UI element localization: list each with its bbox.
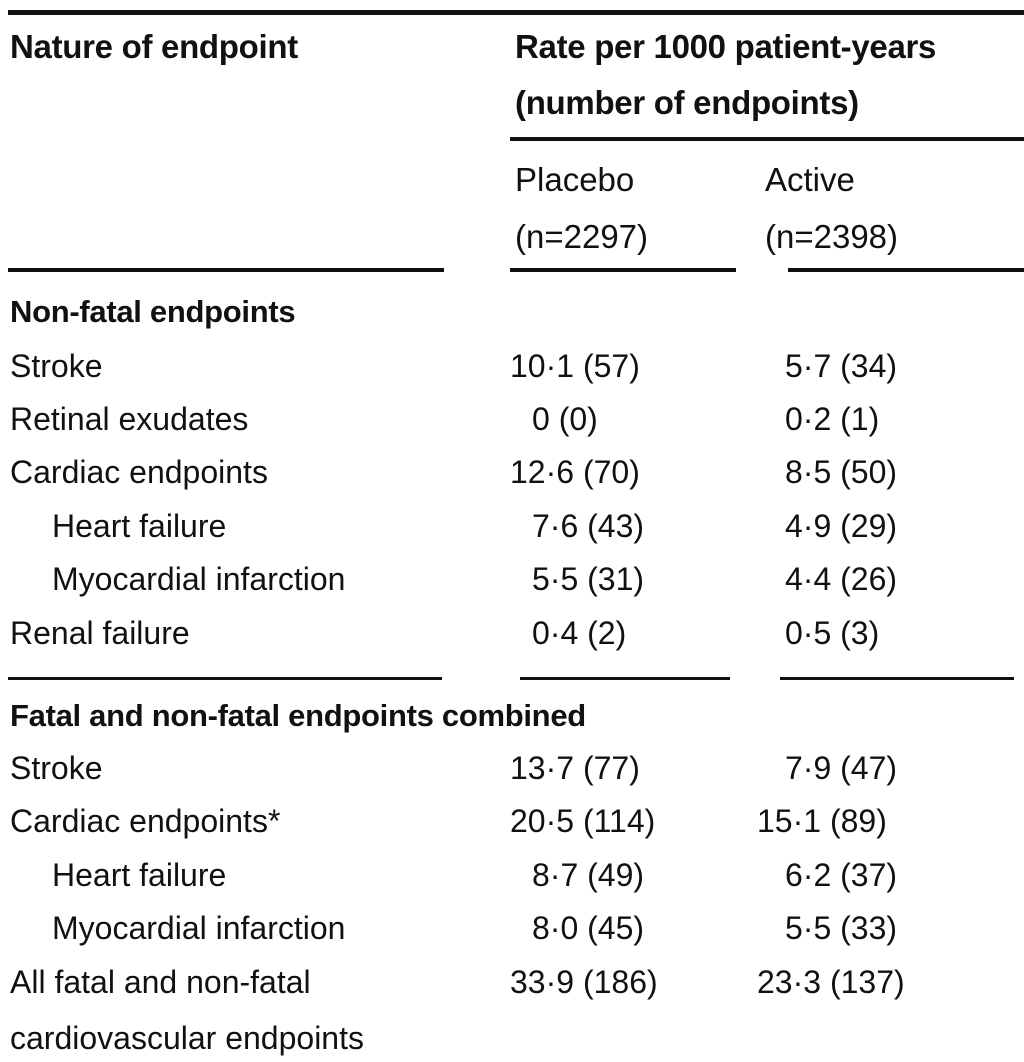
cell-placebo: 0 (0) (532, 401, 598, 437)
top-rule (8, 10, 1024, 15)
column-header-endpoint: Nature of endpoint (10, 28, 298, 65)
cell-active: 15·1 (89) (757, 803, 887, 839)
cell-active: 8·5 (50) (785, 454, 898, 490)
column-header-placebo-n: (n=2297) (515, 218, 649, 255)
cell-placebo: 8·0 (45) (532, 910, 645, 946)
section-rule-col0 (8, 677, 442, 680)
header-rule-active (788, 268, 1024, 272)
row-label: Cardiac endpoints (10, 454, 268, 490)
row-label: Heart failure (52, 857, 227, 893)
header-rule-placebo (510, 268, 736, 272)
cell-placebo: 13·7 (77) (510, 750, 640, 786)
cell-active: 7·9 (47) (785, 750, 898, 786)
cell-placebo: 10·1 (57) (510, 348, 640, 384)
column-group-header-line2: (number of endpoints) (515, 84, 859, 121)
row-label: Myocardial infarction (52, 910, 346, 946)
column-header-active-n: (n=2398) (765, 218, 899, 255)
cell-placebo: 33·9 (186) (510, 964, 658, 1000)
row-label: Stroke (10, 750, 103, 786)
cell-active: 0·2 (1) (785, 401, 880, 437)
cell-active: 6·2 (37) (785, 857, 898, 893)
row-label-line2: cardiovascular endpoints (10, 1020, 364, 1056)
group-rule (510, 137, 1024, 141)
row-label: Retinal exudates (10, 401, 249, 437)
row-label: Myocardial infarction (52, 561, 346, 597)
cell-placebo: 7·6 (43) (532, 508, 645, 544)
header-rule-col0 (8, 268, 444, 272)
section-title-combined: Fatal and non-fatal endpoints combined (10, 698, 586, 733)
cell-placebo: 5·5 (31) (532, 561, 645, 597)
cell-placebo: 12·6 (70) (510, 454, 640, 490)
cell-active: 0·5 (3) (785, 615, 880, 651)
column-header-placebo: Placebo (515, 161, 635, 198)
row-label: Stroke (10, 348, 103, 384)
row-label: Cardiac endpoints* (10, 803, 281, 839)
section-title-non-fatal: Non-fatal endpoints (10, 294, 296, 329)
cell-active: 5·7 (34) (785, 348, 898, 384)
cell-active: 5·5 (33) (785, 910, 898, 946)
cell-active: 4·9 (29) (785, 508, 898, 544)
row-label: Renal failure (10, 615, 190, 651)
cell-placebo: 20·5 (114) (510, 803, 656, 839)
row-label: All fatal and non-fatal (10, 964, 311, 1000)
section-rule-placebo (520, 677, 730, 680)
cell-active: 23·3 (137) (757, 964, 905, 1000)
column-header-active: Active (765, 161, 855, 198)
row-label: Heart failure (52, 508, 227, 544)
cell-placebo: 0·4 (2) (532, 615, 627, 651)
cell-placebo: 8·7 (49) (532, 857, 645, 893)
cell-active: 4·4 (26) (785, 561, 898, 597)
section-rule-active (780, 677, 1014, 680)
column-group-header: Rate per 1000 patient-years (515, 28, 937, 65)
